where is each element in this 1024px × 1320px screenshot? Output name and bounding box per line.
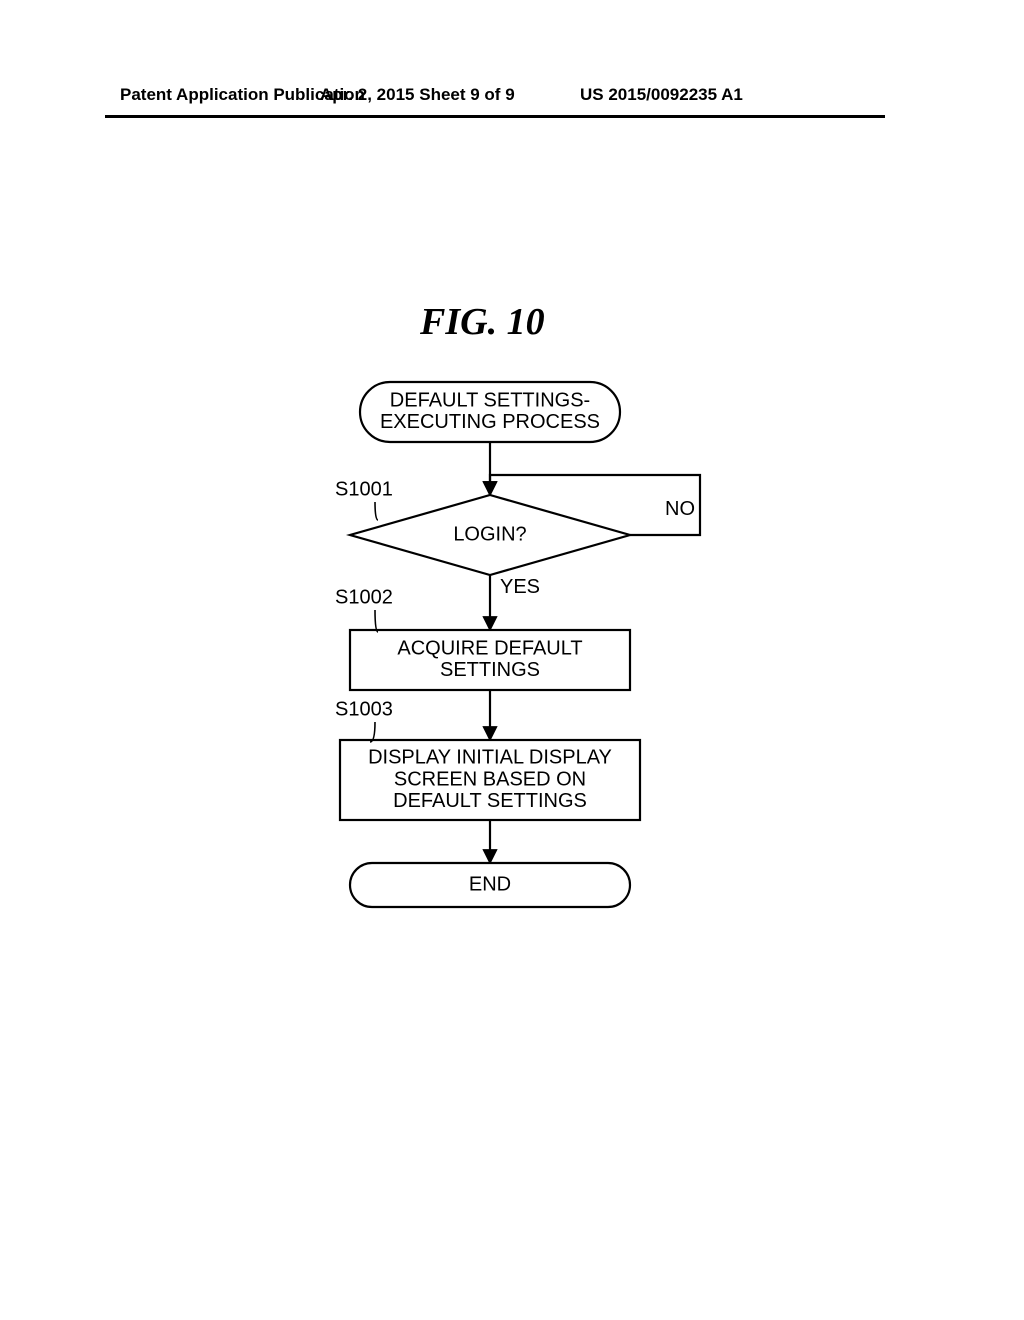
node-text: SETTINGS xyxy=(440,659,540,681)
step-label-tick xyxy=(375,502,378,520)
step-label: S1002 xyxy=(335,586,393,608)
step-labels: S1001 S1002 S1003 xyxy=(335,478,393,742)
header-mid: Apr. 2, 2015 Sheet 9 of 9 xyxy=(320,85,515,105)
page: Patent Application Publication Apr. 2, 2… xyxy=(0,0,1024,1320)
node-text: DEFAULT SETTINGS- xyxy=(390,389,590,411)
node-text: DISPLAY INITIAL DISPLAY xyxy=(368,747,612,769)
node-text: EXECUTING PROCESS xyxy=(380,411,600,433)
node-p2: DISPLAY INITIAL DISPLAYSCREEN BASED ONDE… xyxy=(340,740,640,820)
node-d1: LOGIN? xyxy=(350,495,630,575)
node-text: DEFAULT SETTINGS xyxy=(393,790,587,812)
edge-label: NO xyxy=(665,498,695,520)
step-label-tick xyxy=(375,610,378,632)
header-rule xyxy=(105,115,885,118)
header-right: US 2015/0092235 A1 xyxy=(580,85,743,105)
node-end: END xyxy=(350,863,630,907)
node-text: SCREEN BASED ON xyxy=(394,768,586,790)
figure-title: FIG. 10 xyxy=(420,300,545,344)
node-text: LOGIN? xyxy=(453,523,526,545)
node-start: DEFAULT SETTINGS-EXECUTING PROCESS xyxy=(360,382,620,442)
node-text: ACQUIRE DEFAULT xyxy=(397,637,582,659)
step-label: S1001 xyxy=(335,478,393,500)
node-text: END xyxy=(469,873,511,895)
step-label: S1003 xyxy=(335,698,393,720)
edge-label: YES xyxy=(500,576,540,598)
flowchart: YES NO DEFAULT SETTINGS-EXECUTING PROCESS L… xyxy=(270,380,770,920)
node-p1: ACQUIRE DEFAULTSETTINGS xyxy=(350,630,630,690)
